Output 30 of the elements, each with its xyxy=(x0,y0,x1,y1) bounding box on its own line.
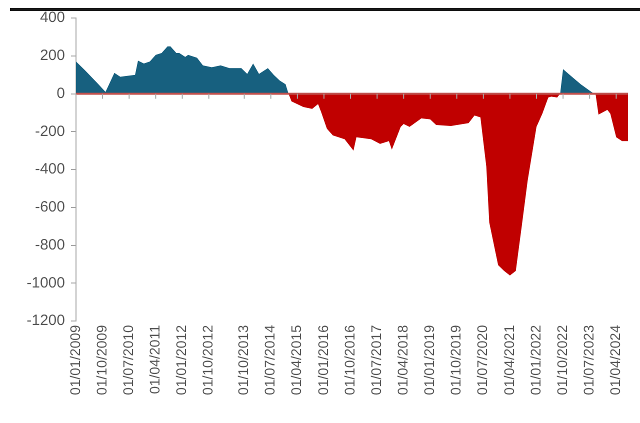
x-tick-label: 01/10/2013 xyxy=(235,324,252,396)
x-tick-label: 01/10/2012 xyxy=(200,324,216,396)
x-tick-label: 01/07/2017 xyxy=(368,324,384,396)
x-tick-label: 01/04/2024 xyxy=(607,324,624,396)
y-tick-label: 0 xyxy=(56,84,65,102)
x-tick-label: 01/07/2014 xyxy=(262,324,278,396)
y-tick-label: -600 xyxy=(34,198,65,216)
y-tick-label: 400 xyxy=(40,9,65,26)
x-tick-label: 01/01/2012 xyxy=(173,324,190,396)
x-tick-label: 01/04/2021 xyxy=(500,324,517,396)
x-tick-label: 01/10/2019 xyxy=(448,324,464,396)
x-tick-label: 01/04/2018 xyxy=(394,324,411,396)
y-tick-label: -1200 xyxy=(26,312,65,330)
x-tick-label: 01/07/2023 xyxy=(580,324,596,396)
x-tick-label: 01/10/2016 xyxy=(341,324,358,396)
x-tick-label: 01/01/2022 xyxy=(527,324,544,396)
x-tick-label: 01/01/2009 xyxy=(66,324,83,396)
y-tick-label: -800 xyxy=(34,236,65,254)
y-tick-label: -1000 xyxy=(26,274,65,292)
y-tick-label: -400 xyxy=(34,160,65,178)
x-tick-label: 01/07/2010 xyxy=(120,324,136,396)
x-tick-label: 01/01/2016 xyxy=(314,324,331,396)
y-tick-label: -200 xyxy=(34,122,65,140)
x-tick-label: 01/10/2022 xyxy=(554,324,570,396)
y-tick-label: 200 xyxy=(40,47,65,64)
x-tick-label: 01/04/2015 xyxy=(288,324,304,396)
x-tick-label: 01/10/2009 xyxy=(93,324,110,396)
x-tick-label: 01/04/2011 xyxy=(146,324,163,394)
x-tick-label: 01/01/2019 xyxy=(421,324,438,396)
x-tick-label: 01/07/2020 xyxy=(474,324,490,396)
